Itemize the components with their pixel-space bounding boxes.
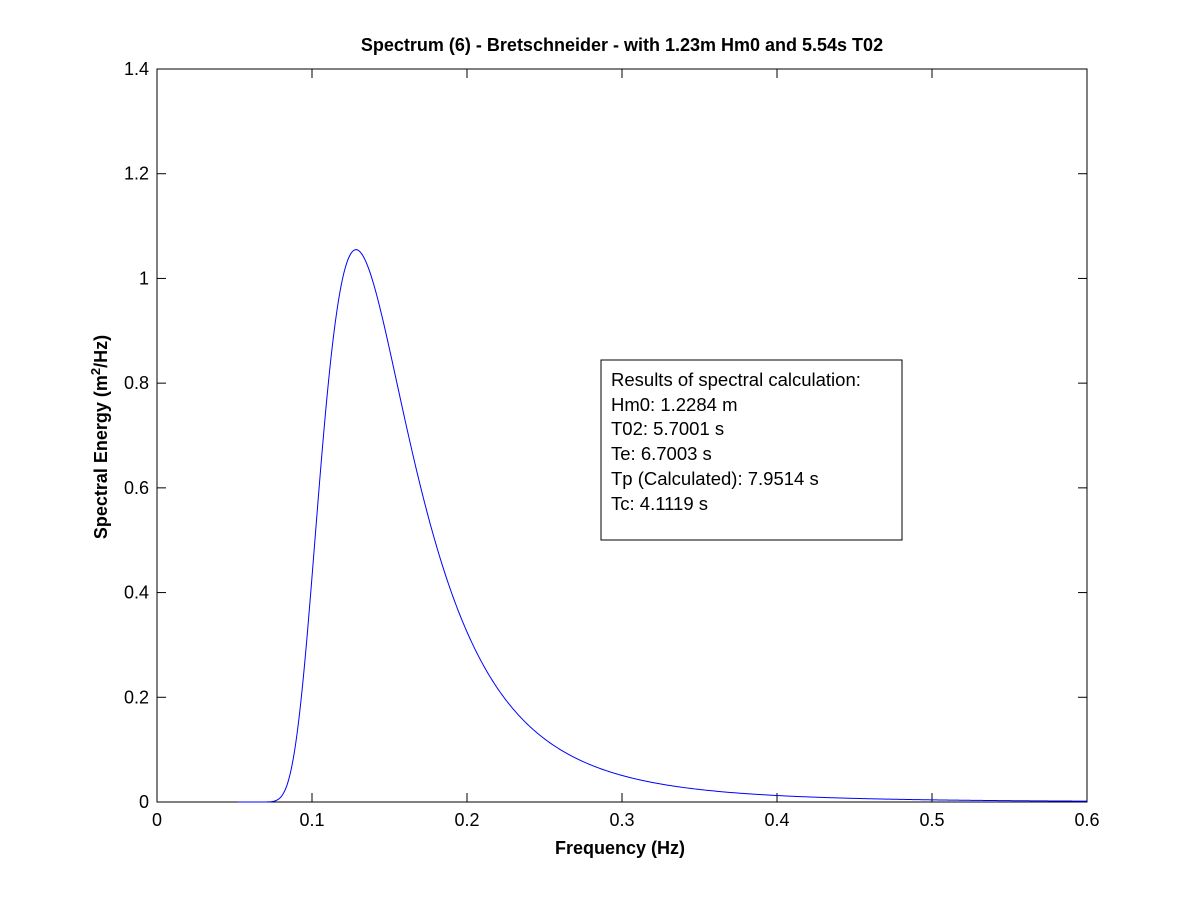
annotation-frame — [600, 359, 903, 541]
y-axis-label: Spectral Energy (m2/Hz) — [88, 335, 111, 539]
chart-title: Spectrum (6) - Bretschneider - with 1.23… — [361, 35, 883, 55]
y-tick-label: 1.4 — [124, 59, 149, 79]
y-tick-label: 0.6 — [124, 478, 149, 498]
annotation-line: Tc: 4.1119 s — [611, 493, 708, 514]
annotation-line: T02: 5.7001 s — [611, 418, 724, 439]
x-axis-ticks: 0 0.1 0.2 0.3 0.4 0.5 0.6 — [152, 69, 1100, 830]
y-axis-ticks: 0 0.2 0.4 0.6 0.8 1 1.2 1.4 — [124, 59, 1087, 812]
y-tick-label: 1.2 — [124, 164, 149, 184]
annotation-line: Results of spectral calculation: — [611, 369, 861, 390]
x-tick-label: 0 — [152, 810, 162, 830]
x-tick-label: 0.1 — [299, 810, 324, 830]
y-axis-label-end: /Hz) — [91, 335, 111, 368]
annotation-line: Tp (Calculated): 7.9514 s — [611, 468, 819, 489]
series-line — [237, 249, 1088, 803]
y-tick-label: 0.8 — [124, 373, 149, 393]
x-tick-label: 0.2 — [454, 810, 479, 830]
y-axis-label-superscript: 2 — [88, 368, 103, 375]
x-axis-label: Frequency (Hz) — [555, 838, 685, 858]
annotation-box: Results of spectral calculation: Hm0: 1.… — [600, 359, 903, 541]
y-tick-label: 1 — [139, 268, 149, 288]
x-tick-label: 0.6 — [1074, 810, 1099, 830]
x-tick-label: 0.5 — [919, 810, 944, 830]
y-tick-label: 0.2 — [124, 687, 149, 707]
y-axis-label-main: Spectral Energy (m — [91, 375, 111, 539]
annotation-line: Hm0: 1.2284 m — [611, 394, 737, 415]
annotation-line: Te: 6.7003 s — [611, 443, 712, 464]
x-tick-label: 0.3 — [609, 810, 634, 830]
x-tick-label: 0.4 — [764, 810, 789, 830]
y-tick-label: 0 — [139, 792, 149, 812]
y-tick-label: 0.4 — [124, 583, 149, 603]
